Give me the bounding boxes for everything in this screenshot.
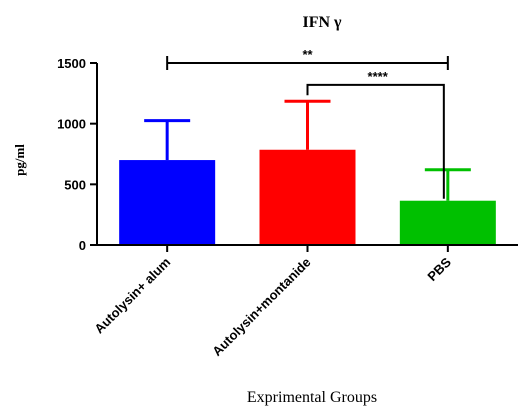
bar-2	[399, 200, 496, 245]
significance-label-0: **	[302, 47, 313, 62]
significance-label-1: ****	[368, 69, 389, 84]
x-tick-label-2: PBS	[424, 254, 454, 284]
x-tick-label-0: Autolysin+ alum	[91, 255, 173, 337]
significance-bracket-1: ****	[306, 69, 445, 199]
bar-0	[119, 160, 216, 245]
chart-title: IFN γ	[302, 14, 342, 31]
y-tick-label-1: 500	[64, 177, 86, 192]
y-tick-label-3: 1500	[57, 56, 86, 71]
y-tick-label-0: 0	[79, 238, 86, 253]
significance-bracket-0: **	[166, 47, 449, 70]
x-axis-label: Exprimental Groups	[247, 389, 377, 406]
y-axis-label: pg/ml	[12, 144, 27, 176]
x-tick-label-1: Autolysin+montanide	[209, 255, 313, 359]
bar-1	[259, 149, 356, 245]
y-tick-label-2: 1000	[57, 117, 86, 132]
